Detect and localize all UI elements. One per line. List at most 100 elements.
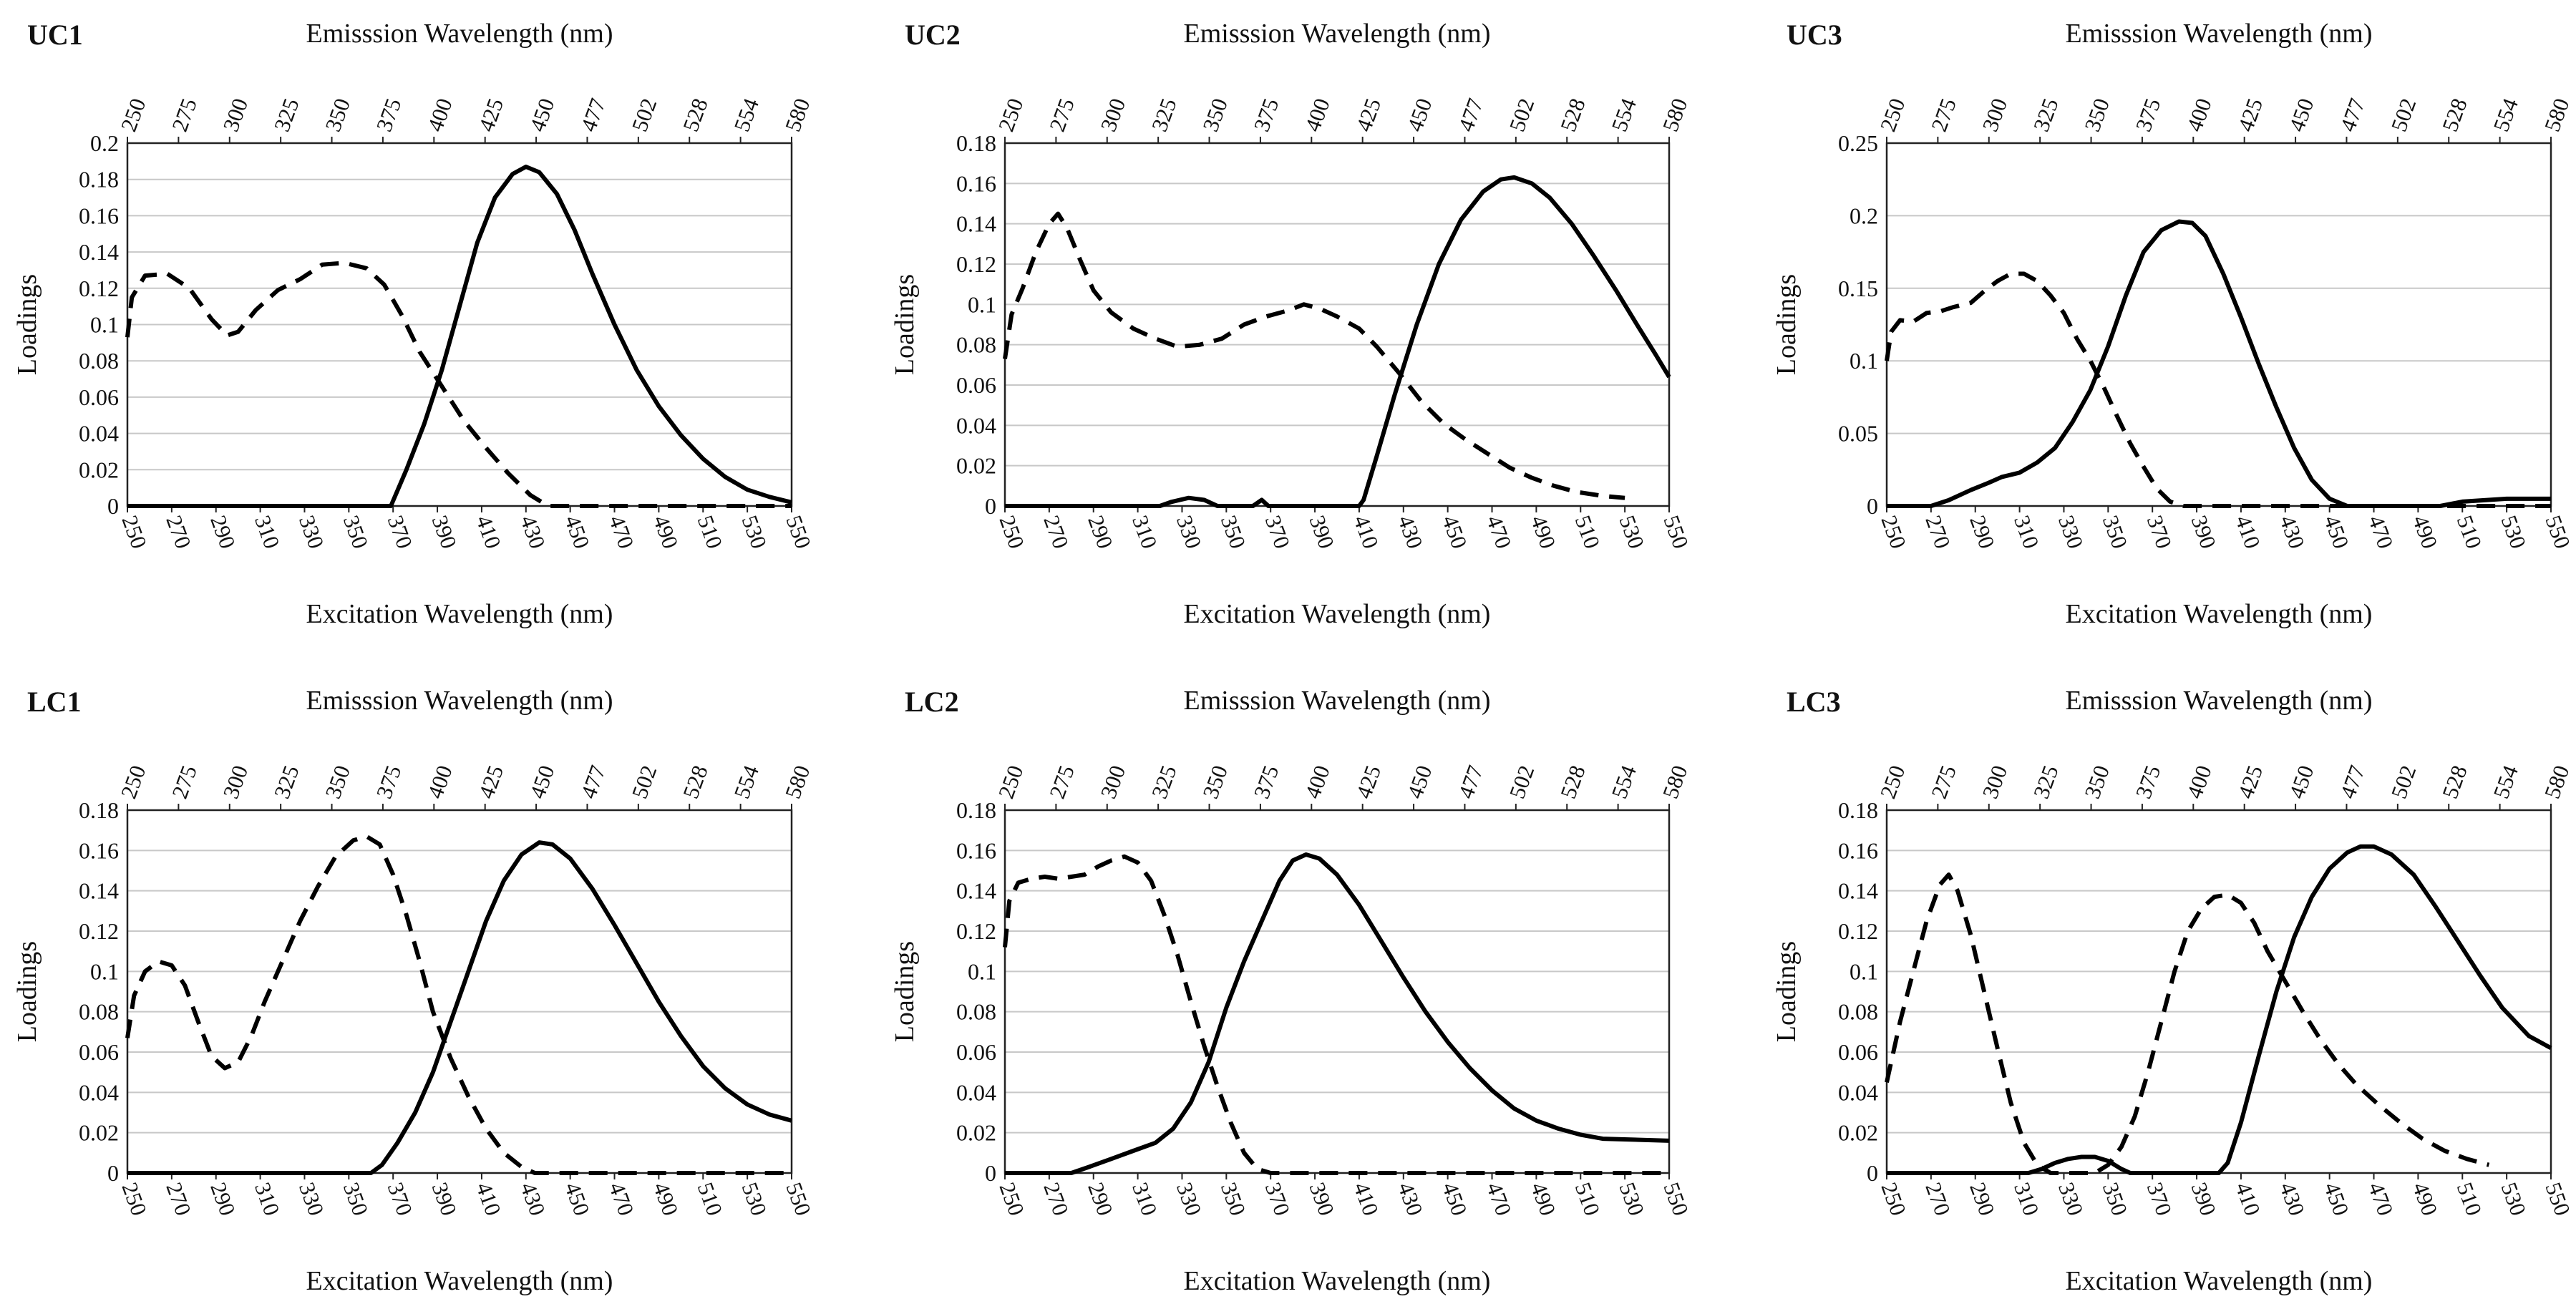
x-tick-label: 330 [294,512,329,552]
panel-title: LC3 [1787,686,1841,718]
x2-tick-label: 502 [627,95,662,135]
y-tick-label: 0.12 [956,918,996,944]
x-tick-label: 310 [2009,1179,2044,1219]
series-line-excitation [125,834,792,1175]
x-tick-label: 250 [117,1179,152,1219]
x2-tick-label: 400 [2182,95,2217,135]
bottom-axis-label: Excitation Wavelength (nm) [2066,599,2373,629]
x-tick-label: 410 [471,512,506,552]
x-tick-label: 450 [2319,1179,2354,1219]
x-tick-label: 450 [1437,1179,1472,1219]
x-tick-label: 470 [1482,1179,1517,1219]
x-tick-label: 550 [2540,512,2575,552]
x2-tick-label: 350 [320,762,355,802]
y-tick-label: 0.04 [79,1079,119,1105]
x-tick-label: 450 [560,512,595,552]
x2-tick-label: 580 [780,762,815,802]
x2-tick-label: 528 [678,762,713,802]
x-tick-label: 350 [1216,1179,1251,1219]
y-tick-label: 0.14 [1838,878,1878,904]
x2-tick-label: 450 [2284,95,2319,135]
x-tick-label: 490 [2408,1179,2443,1219]
x2-tick-label: 477 [575,762,611,802]
x2-tick-label: 554 [2488,94,2523,135]
series-line-excitation [1003,211,1625,500]
y-tick-label: 0.1 [968,958,996,984]
x2-tick-label: 425 [473,762,508,802]
x-tick-label: 390 [1304,1179,1339,1219]
x-tick-label: 530 [2497,1179,2532,1219]
y-tick-label: 0 [1867,493,1878,519]
x2-tick-label: 300 [1977,95,2012,135]
x2-tick-label: 350 [1197,95,1233,135]
x-tick-label: 470 [2363,512,2398,552]
panel-title: UC3 [1787,19,1842,51]
x2-tick-label: 300 [1095,762,1130,802]
plot-area [1887,810,2551,1173]
bottom-axis-label: Excitation Wavelength (nm) [1184,1266,1491,1296]
y-axis-label: Loadings [890,274,920,375]
x2-tick-label: 250 [1875,762,1910,802]
x2-tick-label: 250 [993,762,1029,802]
y-tick-label: 0.1 [968,291,996,317]
y-tick-label: 0.04 [956,1079,996,1105]
y-tick-label: 0.02 [79,457,119,482]
y-tick-label: 0.25 [1838,130,1878,156]
y-tick-label: 0.04 [1838,1079,1878,1105]
x-tick-label: 410 [1348,1179,1384,1219]
x-tick-label: 310 [1127,1179,1162,1219]
x-tick-label: 250 [994,512,1029,552]
y-tick-label: 0.02 [956,1120,996,1146]
x2-tick-label: 275 [1044,95,1079,135]
y-tick-label: 0.05 [1838,421,1878,447]
x-tick-label: 490 [648,1179,684,1219]
x-tick-label: 510 [2452,512,2487,552]
x2-tick-label: 528 [1555,95,1590,135]
x-tick-label: 370 [1260,512,1296,552]
series-line-excitation [125,261,792,508]
x-tick-label: 390 [2186,512,2221,552]
x2-tick-label: 477 [1453,95,1488,135]
x2-tick-label: 528 [2437,95,2472,135]
series-line-excitation [1885,872,2490,1175]
x-tick-label: 350 [2098,512,2133,552]
y-tick-label: 0.18 [79,797,119,823]
y-tick-label: 0.08 [79,999,119,1025]
x2-tick-label: 325 [269,95,304,135]
bottom-axis-label: Excitation Wavelength (nm) [1184,599,1491,629]
x-tick-label: 550 [1658,1179,1693,1219]
x2-tick-label: 580 [2539,762,2575,802]
x2-tick-label: 528 [1555,762,1590,802]
panel-title: UC2 [905,19,961,51]
y-tick-label: 0.18 [1838,797,1878,823]
x-tick-label: 550 [781,1179,816,1219]
x2-tick-label: 554 [2488,761,2523,802]
x-tick-label: 490 [2408,512,2443,552]
x-tick-label: 270 [1920,512,1955,552]
x-tick-label: 390 [427,1179,462,1219]
x-tick-label: 510 [693,1179,728,1219]
x-tick-label: 250 [117,512,152,552]
x2-tick-label: 275 [1044,762,1079,802]
y-tick-label: 0.06 [79,384,119,410]
x-tick-label: 530 [1615,512,1650,552]
x2-tick-label: 250 [116,762,151,802]
x2-tick-label: 477 [2335,95,2370,135]
x-tick-label: 290 [205,1179,240,1219]
x-tick-label: 410 [2230,512,2265,552]
y-tick-label: 0.2 [1850,203,1878,228]
y-tick-label: 0.1 [1850,348,1878,374]
y-tick-label: 0.16 [79,203,119,228]
x2-tick-label: 250 [1875,95,1910,135]
x2-tick-label: 325 [2028,95,2064,135]
bottom-axis-label: Excitation Wavelength (nm) [306,599,613,629]
y-tick-label: 0.18 [956,130,996,156]
x2-tick-label: 580 [1658,762,1693,802]
chart-panel-uc1: 00.020.040.060.080.10.120.140.160.180.22… [12,19,816,629]
x2-tick-label: 325 [1147,762,1182,802]
x2-tick-label: 502 [1505,95,1540,135]
x2-tick-label: 450 [1402,762,1437,802]
y-axis-label: Loadings [12,941,42,1042]
x2-tick-label: 477 [575,95,611,135]
